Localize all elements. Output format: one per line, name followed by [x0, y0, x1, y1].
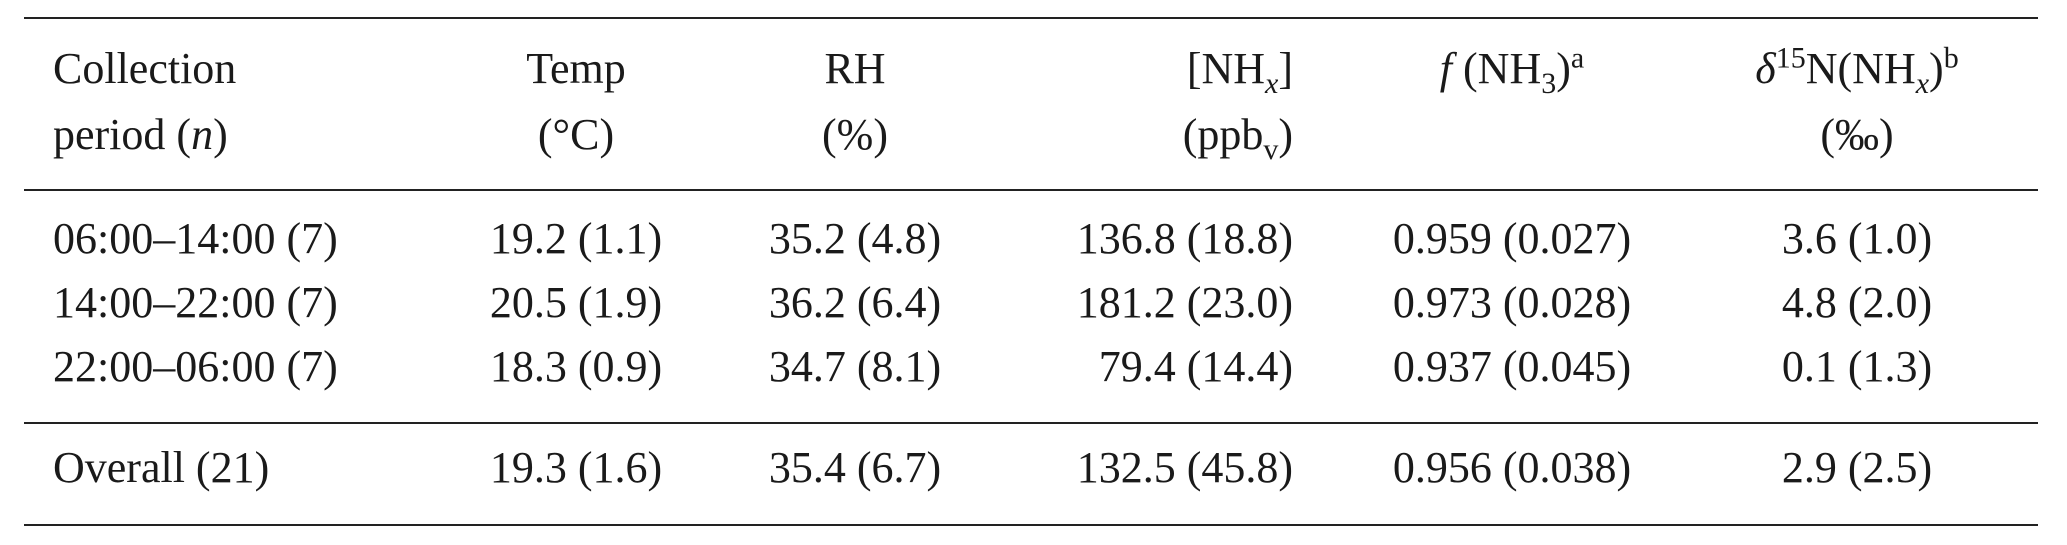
header-line: (°C)	[426, 102, 726, 168]
header-line: period (n)	[53, 102, 453, 168]
table-cell: 0.937 (0.045)	[1392, 342, 1632, 391]
footer-rule	[24, 422, 2038, 424]
header-line: [NHx]	[993, 36, 1293, 102]
header-cell: Temp (°C)	[426, 36, 726, 168]
header-text: )	[213, 110, 228, 159]
table-cell: 2.9 (2.5)	[1781, 443, 1933, 492]
header-text: )	[1556, 44, 1571, 93]
header-text: δ	[1755, 44, 1776, 93]
header-line: (%)	[705, 102, 1005, 168]
table-cell: 19.2 (1.1)	[489, 214, 663, 263]
table-cell: 3.6 (1.0)	[1781, 214, 1933, 263]
header-cell: RH (%)	[705, 36, 1005, 168]
bottom-rule	[24, 524, 2038, 526]
table-cell: 14:00–22:00 (7)	[53, 278, 338, 327]
table-cell: 18.3 (0.9)	[489, 342, 663, 391]
header-text: ]	[1278, 44, 1293, 93]
header-text: N(NH	[1805, 44, 1916, 93]
header-text: (%)	[822, 110, 888, 159]
table-cell: 22:00–06:00 (7)	[53, 342, 338, 391]
header-line: RH	[705, 36, 1005, 102]
header-cell: f (NH3)a	[1312, 36, 1712, 102]
table-cell: 0.959 (0.027)	[1392, 214, 1632, 263]
header-rule	[24, 189, 2038, 191]
header-text: )	[1929, 44, 1944, 93]
header-line: f (NH3)a	[1312, 36, 1712, 102]
header-sup: a	[1570, 41, 1585, 75]
header-text: RH	[824, 44, 886, 93]
header-text: (NH	[1452, 44, 1542, 93]
table-cell: 0.973 (0.028)	[1392, 278, 1632, 327]
header-line: Temp	[426, 36, 726, 102]
header-cell: δ15N(NHx)b (‰)	[1657, 36, 2057, 168]
header-text: Collection	[53, 44, 237, 93]
header-sup: 15	[1775, 41, 1806, 75]
table-cell: 36.2 (6.4)	[768, 278, 942, 327]
header-sup: b	[1943, 41, 1959, 75]
table-cell: 4.8 (2.0)	[1781, 278, 1933, 327]
table-cell: 181.2 (23.0)	[1076, 278, 1293, 327]
header-text: Temp	[526, 44, 626, 93]
table-cell: 0.1 (1.3)	[1781, 342, 1933, 391]
header-text: f	[1439, 44, 1453, 93]
header-sub: 3	[1541, 66, 1557, 100]
header-cell: [NHx] (ppbv)	[993, 36, 1293, 168]
table-cell: 79.4 (14.4)	[1098, 342, 1293, 391]
header-line: (ppbv)	[993, 102, 1293, 168]
table-cell: Overall (21)	[53, 443, 270, 492]
header-line: (‰)	[1657, 102, 2057, 168]
header-text: n	[191, 110, 214, 159]
table-cell: 136.8 (18.8)	[1076, 214, 1293, 263]
table-cell: 35.2 (4.8)	[768, 214, 942, 263]
header-line: δ15N(NHx)b	[1657, 36, 2057, 102]
header-text: (ppb	[1182, 110, 1264, 159]
header-text: (‰)	[1820, 110, 1894, 159]
header-sub: x	[1915, 66, 1930, 100]
table-cell: 35.4 (6.7)	[768, 443, 942, 492]
table-cell: 19.3 (1.6)	[489, 443, 663, 492]
header-sub: v	[1263, 132, 1279, 166]
table-cell: 34.7 (8.1)	[768, 342, 942, 391]
table-cell: 06:00–14:00 (7)	[53, 214, 338, 263]
table-cell: 20.5 (1.9)	[489, 278, 663, 327]
table-cell: 132.5 (45.8)	[1076, 443, 1293, 492]
header-text: )	[1278, 110, 1293, 159]
header-line: Collection	[53, 36, 453, 102]
header-text: period (	[53, 110, 192, 159]
header-text: [NH	[1186, 44, 1266, 93]
header-cell: Collection period (n)	[53, 36, 453, 168]
top-rule	[24, 17, 2038, 19]
header-sub: x	[1265, 66, 1279, 100]
header-text: (°C)	[537, 110, 615, 159]
table-cell: 0.956 (0.038)	[1392, 443, 1632, 492]
